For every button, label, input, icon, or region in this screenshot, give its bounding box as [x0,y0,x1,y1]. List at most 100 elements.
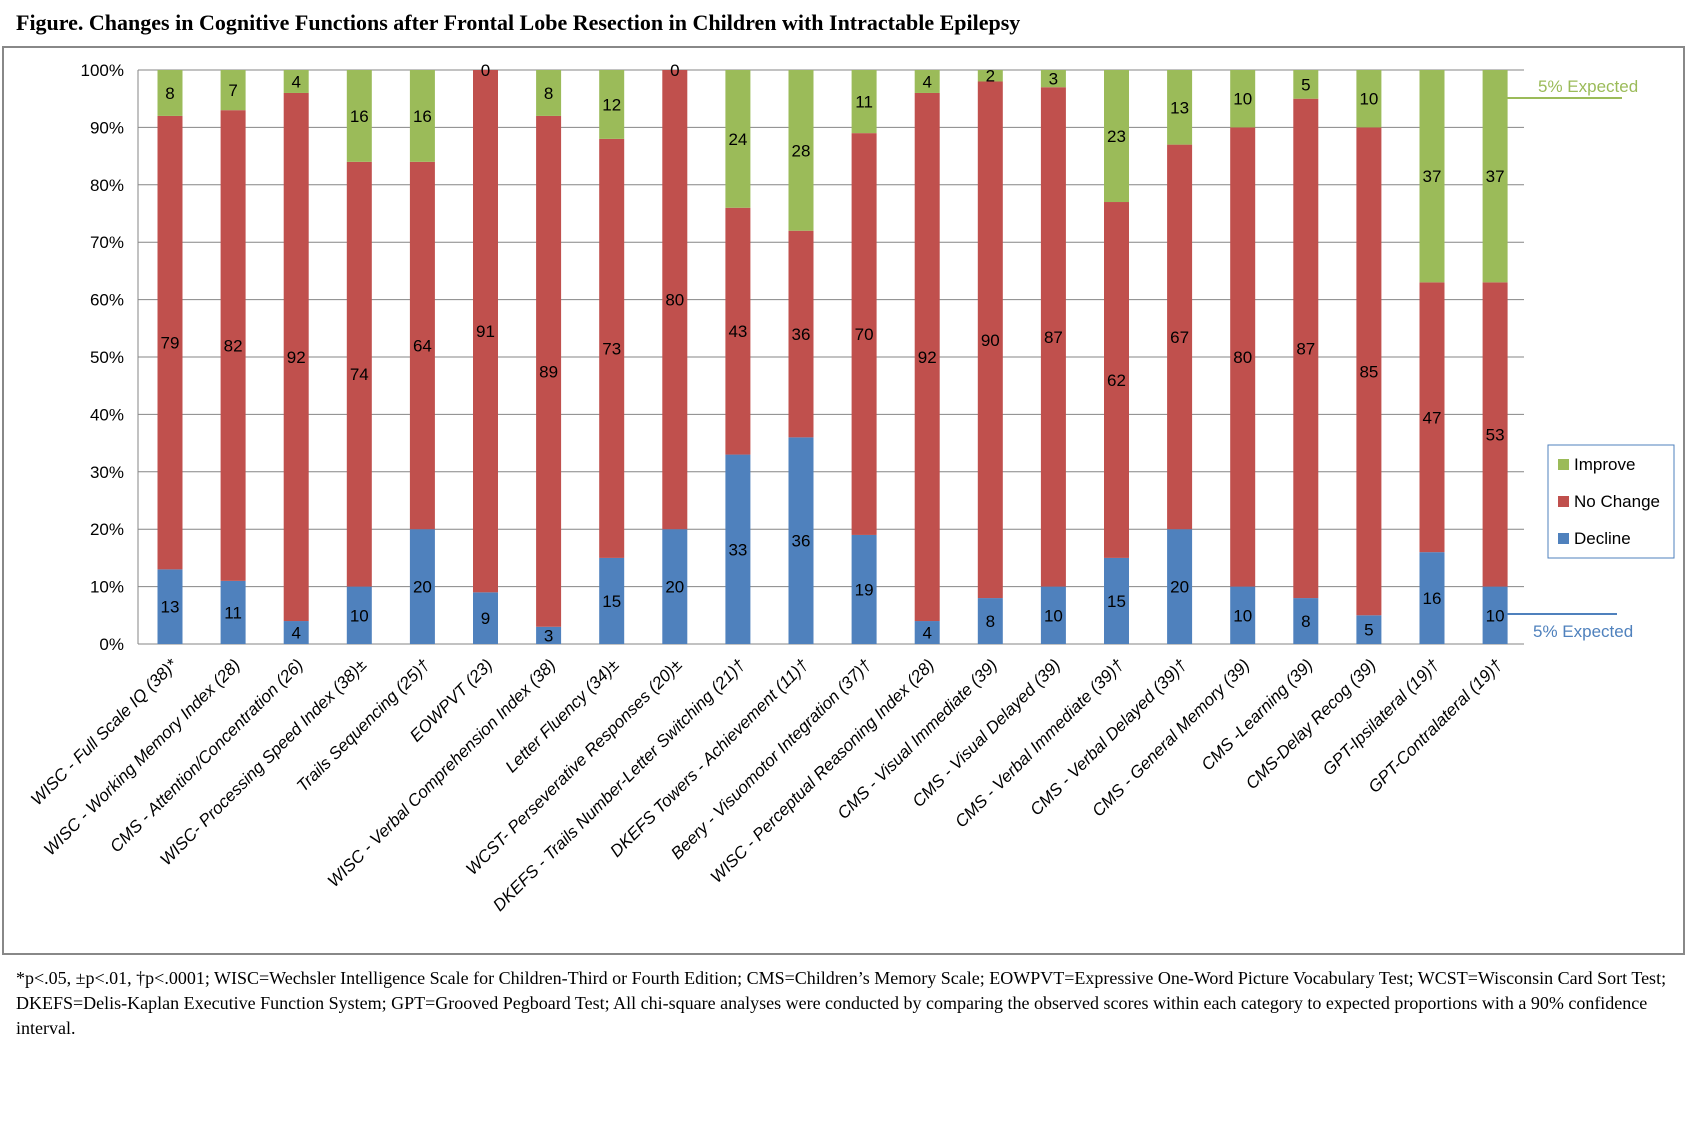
data-label: 19 [855,580,874,599]
data-label: 73 [602,339,621,358]
bar-no-change [599,138,625,558]
y-tick-label: 60% [90,291,124,310]
data-label: 20 [665,578,684,597]
legend-label: No Change [1574,492,1660,511]
data-label: 15 [1107,592,1126,611]
data-label: 70 [855,325,874,344]
data-label: 3 [544,626,553,645]
bar-decline [662,529,688,644]
bar-no-change [157,115,183,570]
bar-improve [914,70,940,93]
legend-label: Decline [1574,529,1631,548]
data-label: 11 [855,93,873,112]
bar-decline [725,454,751,644]
y-tick-label: 10% [90,578,124,597]
y-tick-label: 50% [90,348,124,367]
bar-improve [220,70,246,111]
data-label: 2 [986,67,995,86]
bar-decline [914,621,940,644]
bar-improve [1419,70,1445,283]
bar-no-change [346,161,372,587]
data-label: 8 [986,612,995,631]
data-label: 10 [1233,606,1252,625]
bar-decline [220,580,246,644]
data-label: 37 [1486,167,1505,186]
y-tick-label: 40% [90,405,124,424]
data-label: 10 [1044,606,1063,625]
bar-no-change [283,92,309,622]
y-tick-label: 100% [81,61,124,80]
bar-no-change [788,230,814,438]
bar-decline [1293,598,1319,644]
bar-no-change [662,70,688,530]
bar-improve [977,70,1003,82]
data-label: 79 [161,334,180,353]
bar-improve [536,70,562,116]
bar-no-change [1104,202,1129,558]
data-label: 10 [350,606,369,625]
data-label: 64 [413,337,432,356]
data-label: 62 [1107,371,1126,390]
data-label: 4 [922,624,931,643]
data-label: 8 [165,84,174,103]
bar-no-change [725,207,751,455]
bar-decline [409,529,435,644]
data-label: 15 [602,592,621,611]
data-label: 47 [1423,408,1442,427]
x-tick-label: WISC - Verbal Comprehension Index (38) [324,655,559,890]
data-label: 53 [1486,425,1505,444]
bar-decline [977,598,1003,644]
y-tick-label: 90% [90,118,124,137]
bar-improve [1104,70,1129,203]
bar-decline [473,592,498,644]
bar-no-change [851,133,877,535]
data-label: 13 [161,598,180,617]
bar-decline [283,621,309,644]
data-label: 92 [287,348,306,367]
data-label: 4 [291,72,300,91]
data-label: 80 [665,291,684,310]
data-label: 92 [918,348,937,367]
x-tick-label: GPT-Contralateral (19)† [1365,655,1507,797]
bar-improve [725,70,751,208]
data-label: 80 [1233,348,1252,367]
expected-label-decline: 5% Expected [1533,622,1633,641]
bar-decline [1482,586,1508,644]
bar-improve [1167,70,1193,145]
bar-improve [1040,70,1066,88]
data-label: 28 [792,141,811,160]
chart-frame [2,46,1685,955]
x-tick-label: Letter Fluency (34)± [502,655,623,776]
y-tick-label: 0% [99,635,124,654]
bar-improve [599,70,625,139]
data-label: 82 [224,337,243,356]
data-label: 33 [728,540,747,559]
data-label: 5 [1364,621,1373,640]
bar-decline [1104,557,1129,644]
bar-no-change [409,161,435,530]
bar-decline [1356,615,1382,644]
data-label: 67 [1170,328,1189,347]
bar-decline [1040,586,1066,644]
bar-no-change [1230,127,1256,587]
data-label: 36 [792,532,811,551]
data-label: 11 [224,603,242,622]
data-label: 7 [228,81,237,100]
y-tick-label: 80% [90,176,124,195]
legend-swatch [1558,533,1569,544]
data-label: 87 [1296,339,1315,358]
footnote: *p<.05, ±p<.01, †p<.0001; WISC=Wechsler … [16,968,1667,1038]
expected-label-improve: 5% Expected [1538,77,1638,96]
data-label: 13 [1170,98,1189,117]
y-tick-label: 20% [90,520,124,539]
data-label: 87 [1044,328,1063,347]
bar-decline [788,437,814,644]
bar-no-change [1040,87,1066,587]
data-label: 9 [481,609,490,628]
bar-improve [1482,70,1508,283]
data-label: 90 [981,331,1000,350]
data-label: 16 [1423,589,1442,608]
data-label: 0 [670,61,679,80]
data-label: 23 [1107,127,1126,146]
bar-improve [283,70,309,93]
